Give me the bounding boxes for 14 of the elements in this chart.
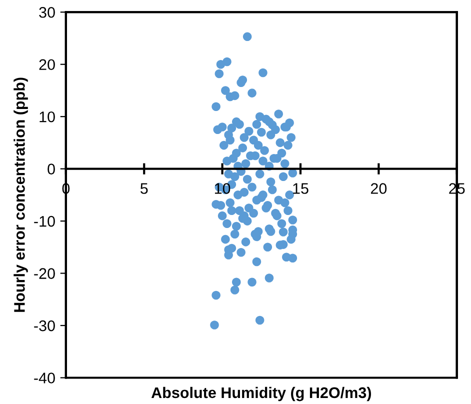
x-tick-label: 10	[214, 183, 230, 194]
y-tick-label: 30	[39, 6, 55, 18]
y-tick-label: 0	[48, 164, 55, 174]
y-tick-label: -10	[34, 216, 55, 227]
y-tick-label: -20	[34, 268, 55, 279]
x-axis-title: Absolute Humidity (g H2O/m3)	[151, 386, 371, 402]
y-tick-label: -30	[34, 320, 55, 332]
x-tick-label: 15	[293, 183, 308, 194]
y-tick-label: 10	[40, 111, 55, 122]
y-axis-title: Hourly error concentration (ppb)	[14, 78, 28, 312]
y-tick-label: 20	[39, 59, 55, 70]
y-tick-label: -40	[34, 372, 55, 384]
x-tick-label: 20	[370, 183, 387, 194]
x-tick-label: 5	[140, 183, 148, 194]
